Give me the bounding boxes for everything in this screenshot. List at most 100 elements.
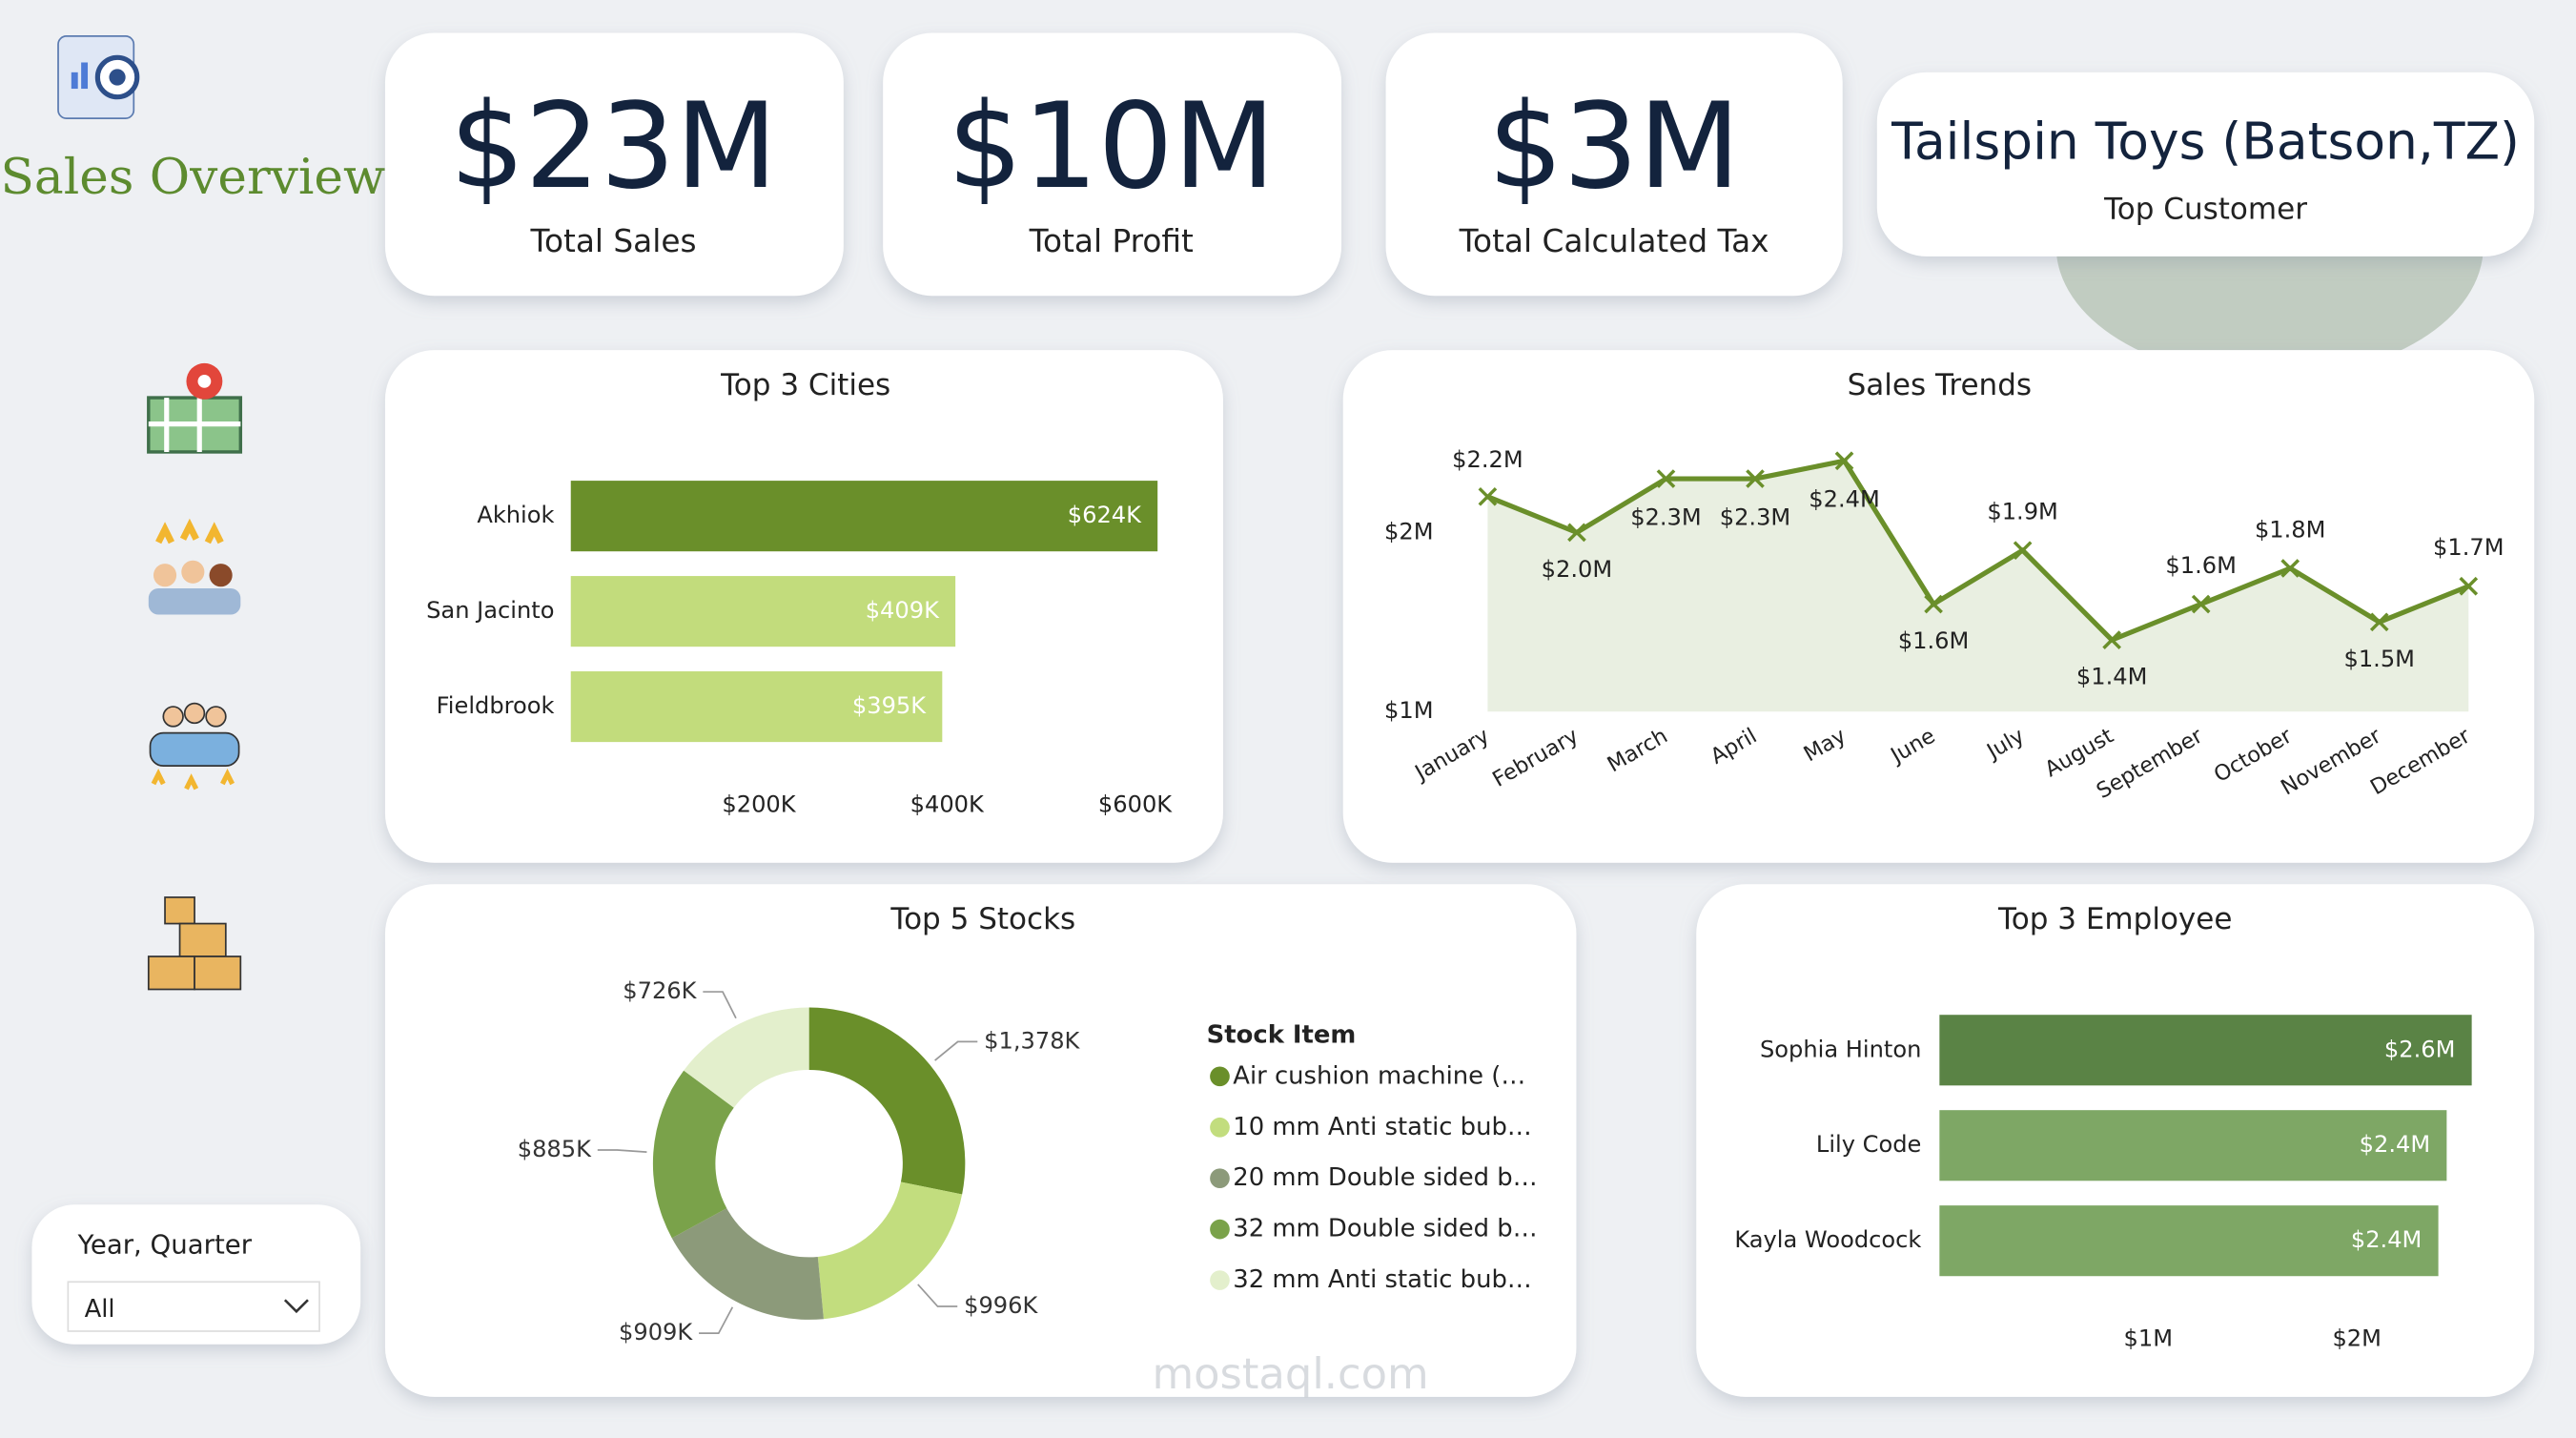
chart-title: Top 3 Employee [1997,902,2232,936]
point [2013,541,2033,561]
slice [808,1007,966,1195]
data-label: $2.6M [2384,1036,2455,1062]
data-label: $1.4M [2076,664,2147,690]
y-tick-label: San Jacinto [426,597,554,624]
map-icon[interactable] [147,362,243,454]
chart-title: Top 3 Cities [720,368,890,402]
data-label: $2.4M [2360,1131,2430,1158]
data-label: $2.3M [1720,503,1790,530]
slice [652,1070,734,1239]
data-label: $1.9M [1987,499,2057,525]
x-tick-label: $2M [2332,1325,2381,1352]
legend-swatch [1210,1219,1230,1240]
data-label: $624K [1068,502,1142,528]
chart-title: Sales Trends [1848,368,2032,402]
data-label: $2.2M [1452,446,1523,473]
data-label: $1.6M [2165,552,2236,579]
dropdown-value: All [85,1295,115,1324]
leader-line [597,1149,647,1154]
slice [671,1208,824,1320]
team-icon[interactable] [149,702,240,791]
point [1834,451,1854,471]
bar [1939,1205,2439,1277]
y-tick-label: Sophia Hinton [1760,1036,1921,1062]
x-tick-label: $400K [910,791,985,817]
bar [570,481,1158,552]
data-label: $726K [623,977,697,1004]
bar [1939,1110,2447,1181]
data-label: $1.7M [2433,534,2504,561]
kpi-value: $3M [1488,78,1741,216]
data-label: $996K [964,1292,1038,1319]
point [1924,594,1943,614]
bar [570,671,943,743]
kpi-card [1385,32,1843,297]
y-tick-label: Akhiok [477,502,554,528]
point [1746,469,1765,488]
chart-card [384,884,1577,1397]
data-label: $1.5M [2344,646,2415,672]
point [2369,612,2389,632]
data-label: $1.8M [2255,516,2325,543]
kpi-value: $10M [948,78,1276,216]
kpi-label: Total Profit [1029,223,1194,259]
customer-value: Tailspin Toys (Batson,TZ) [1891,111,2520,171]
watermark: mostaql.com [1152,1348,1428,1399]
x-tick-label: $200K [722,791,796,817]
legend-title: Stock Item [1207,1020,1357,1049]
bar [570,576,956,647]
data-label: $909K [619,1319,693,1346]
customers-icon[interactable] [148,518,241,615]
leader-line [917,1284,958,1307]
data-label: $885K [518,1136,592,1162]
data-label: $1,378K [984,1027,1080,1054]
page-title: Sales Overview [0,149,385,206]
filter-label: Year, Quarter [77,1228,253,1260]
line [1486,458,2470,644]
point [1656,469,1676,488]
legend-label: 32 mm Double sided b… [1233,1215,1537,1243]
stock-icon[interactable] [147,896,242,991]
legend-swatch [1210,1168,1230,1189]
dropdown[interactable] [67,1281,320,1332]
leader-line [699,1306,734,1334]
point [1478,486,1498,506]
point [2102,630,2121,649]
legend-swatch [1210,1270,1230,1290]
charts: Top 3 Cities $200K $400K $600K Akhiok $624K Sa… [426,368,2504,1352]
y-tick-label: $2M [1384,518,1433,544]
point [2191,594,2211,614]
logo-icon [57,35,140,119]
point [2459,576,2479,596]
legend-label: 20 mm Double sided b… [1233,1163,1537,1192]
point [1567,523,1586,543]
legend-label: 10 mm Anti static bub… [1233,1113,1531,1141]
customer-label: Top Customer [2103,193,2307,227]
leader-line [934,1040,978,1061]
slice [817,1181,963,1320]
data-label: $2.0M [1542,556,1612,583]
kpi-label: Total Sales [530,223,697,259]
kpi-value: $23M [450,78,778,216]
y-tick-label: Kayla Woodcock [1734,1226,1921,1253]
x-tick-label: $1M [2124,1325,2173,1352]
y-tick-label: $1M [1384,697,1433,724]
customer-card [1876,72,2535,257]
legend-swatch [1210,1117,1230,1138]
slice [684,1007,809,1108]
kpi-label: Total Calculated Tax [1459,223,1769,259]
x-tick-label: $600K [1098,791,1173,817]
kpi-card [384,32,844,297]
data-label: $2.3M [1630,503,1701,530]
legend-label: 32 mm Anti static bub… [1233,1265,1531,1294]
data-label: $395K [852,692,927,719]
chart-title: Top 5 Stocks [889,902,1075,936]
chevron [283,1299,309,1314]
kpi-card [883,32,1342,297]
data-label: $1.6M [1898,627,1969,654]
point [2280,559,2300,578]
data-label: $2.4M [1809,486,1879,513]
leader-line [703,991,737,1019]
bar [1939,1015,2472,1086]
